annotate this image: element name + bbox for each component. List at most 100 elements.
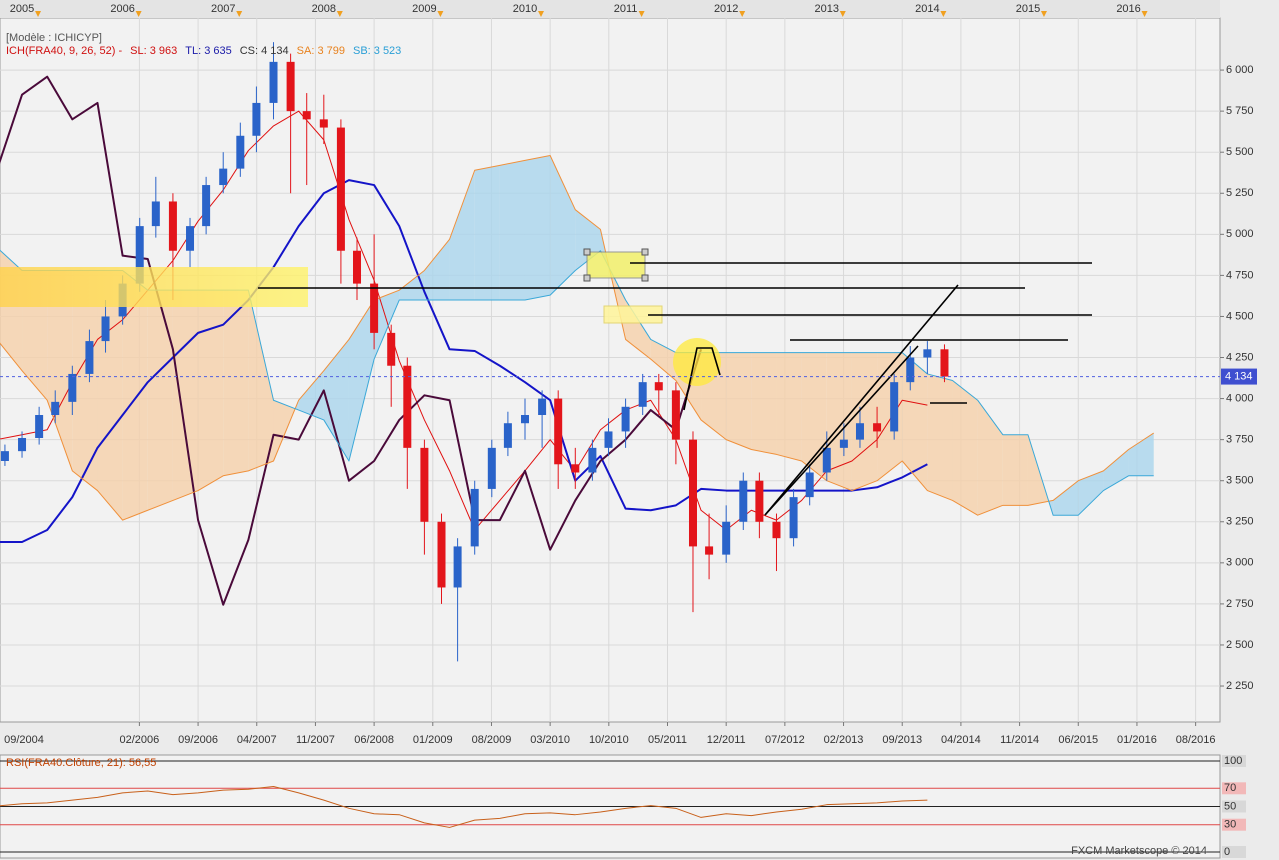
- cloud-segment: [776, 352, 802, 461]
- candle-body: [202, 185, 211, 227]
- cloud-segment: [348, 300, 375, 461]
- candle-body: [336, 127, 345, 251]
- y-tick-label: 3 750: [1226, 434, 1254, 446]
- year-label: 2007: [211, 3, 235, 15]
- cloud-segment: [952, 380, 978, 516]
- x-tick-label: 07/2012: [765, 734, 805, 746]
- cloud-segment: [851, 352, 878, 491]
- y-tick-label: 6 000: [1226, 64, 1254, 76]
- candle-body: [873, 423, 882, 432]
- year-marker: [135, 11, 142, 17]
- candle-body: [487, 447, 496, 489]
- top-axis: [0, 0, 1220, 18]
- handle: [641, 248, 649, 256]
- y-tick-label: 4 250: [1226, 351, 1254, 363]
- y-tick-label: 3 250: [1226, 516, 1254, 528]
- year-label: 2006: [110, 3, 134, 15]
- candle-body: [855, 423, 864, 440]
- candle-body: [839, 439, 848, 448]
- candle-body: [940, 349, 949, 377]
- y-tick-label: 4 500: [1226, 310, 1254, 322]
- y-tick-label: 5 750: [1226, 105, 1254, 117]
- year-label: 2008: [312, 3, 336, 15]
- level-box: [1222, 782, 1246, 795]
- cloud-segment: [147, 290, 173, 511]
- cloud-segment: [449, 170, 475, 301]
- year-marker: [839, 11, 846, 17]
- cloud-segment: [223, 290, 249, 476]
- indicator-line: [0, 154, 1154, 521]
- candle-body: [403, 365, 412, 448]
- x-tick-label: 04/2007: [237, 734, 277, 746]
- cloud-segment: [524, 155, 551, 301]
- candle-body: [68, 373, 77, 402]
- cloud-segment: [550, 155, 576, 296]
- year-marker: [940, 11, 947, 17]
- y-tick-label: 5 250: [1226, 187, 1254, 199]
- legend-item: TL: 3 635: [185, 45, 231, 57]
- year-label: 2005: [10, 3, 34, 15]
- candle-body: [186, 226, 195, 251]
- x-tick-label: 06/2015: [1058, 734, 1098, 746]
- candle-body: [35, 415, 44, 439]
- rsi-line: [0, 785, 928, 828]
- cloud-segment: [499, 160, 525, 301]
- highlight-circle: [673, 338, 721, 386]
- model-label: [Modèle : ICHICYP]: [6, 32, 102, 44]
- indicator-name: ICH(FRA40, 9, 26, 52) -: [6, 45, 122, 57]
- x-tick-label: 02/2006: [120, 734, 160, 746]
- year-label: 2013: [815, 3, 839, 15]
- cloud-segment: [977, 400, 1003, 516]
- candle-body: [219, 168, 228, 186]
- candle-body: [772, 521, 781, 539]
- indicator-line: [0, 75, 702, 606]
- indicator-line: [0, 179, 928, 543]
- cloud-segment: [474, 165, 500, 301]
- cloud-segment: [902, 352, 928, 491]
- year-marker: [739, 11, 746, 17]
- handle: [583, 248, 591, 256]
- x-tick-label: 09/2006: [178, 734, 218, 746]
- x-tick-label: 11/2014: [1000, 734, 1039, 746]
- candle-body: [453, 546, 462, 588]
- drawn-line: [683, 347, 721, 411]
- x-tick-label: 02/2013: [824, 734, 864, 746]
- zone-box: [0, 267, 308, 307]
- cloud-segment: [298, 370, 324, 420]
- drawings: [0, 248, 1092, 516]
- candle-body: [85, 341, 94, 374]
- candle-body: [789, 497, 798, 539]
- cloud-segment: [1128, 433, 1154, 476]
- year-marker: [537, 11, 544, 17]
- cloud-segment: [826, 352, 852, 491]
- level-box: [1222, 818, 1246, 831]
- year-label: 2014: [915, 3, 939, 15]
- y-tick-label: 2 500: [1226, 639, 1254, 651]
- rsi-tick-label: 100: [1224, 755, 1242, 767]
- legend: ICH(FRA40, 9, 26, 52) - SL: 3 963 TL: 3 63…: [6, 45, 401, 57]
- candle-body: [470, 488, 479, 547]
- year-marker: [437, 11, 444, 17]
- handle: [641, 274, 649, 282]
- candle-body: [420, 447, 429, 522]
- year-label: 2012: [714, 3, 738, 15]
- candle-body: [236, 135, 245, 169]
- cloud-segment: [72, 270, 98, 491]
- year-marker: [336, 11, 343, 17]
- zone-box: [586, 251, 646, 279]
- y-tick-label: 3 000: [1226, 557, 1254, 569]
- candle-body: [0, 451, 9, 461]
- candle-body: [890, 382, 899, 432]
- candle-body: [571, 464, 580, 473]
- rsi-tick-label: 30: [1224, 819, 1236, 831]
- y-tick-label: 4 750: [1226, 269, 1254, 281]
- cloud-segment: [1053, 480, 1079, 516]
- candle-body: [252, 102, 261, 136]
- last-price-box: [1221, 368, 1257, 385]
- year-marker: [638, 11, 645, 17]
- cloud-segment: [323, 339, 349, 461]
- rsi-tick-label: 0: [1224, 846, 1230, 858]
- x-tick-label: 03/2010: [530, 734, 570, 746]
- year-marker: [35, 11, 42, 17]
- cloud-segment: [877, 352, 903, 481]
